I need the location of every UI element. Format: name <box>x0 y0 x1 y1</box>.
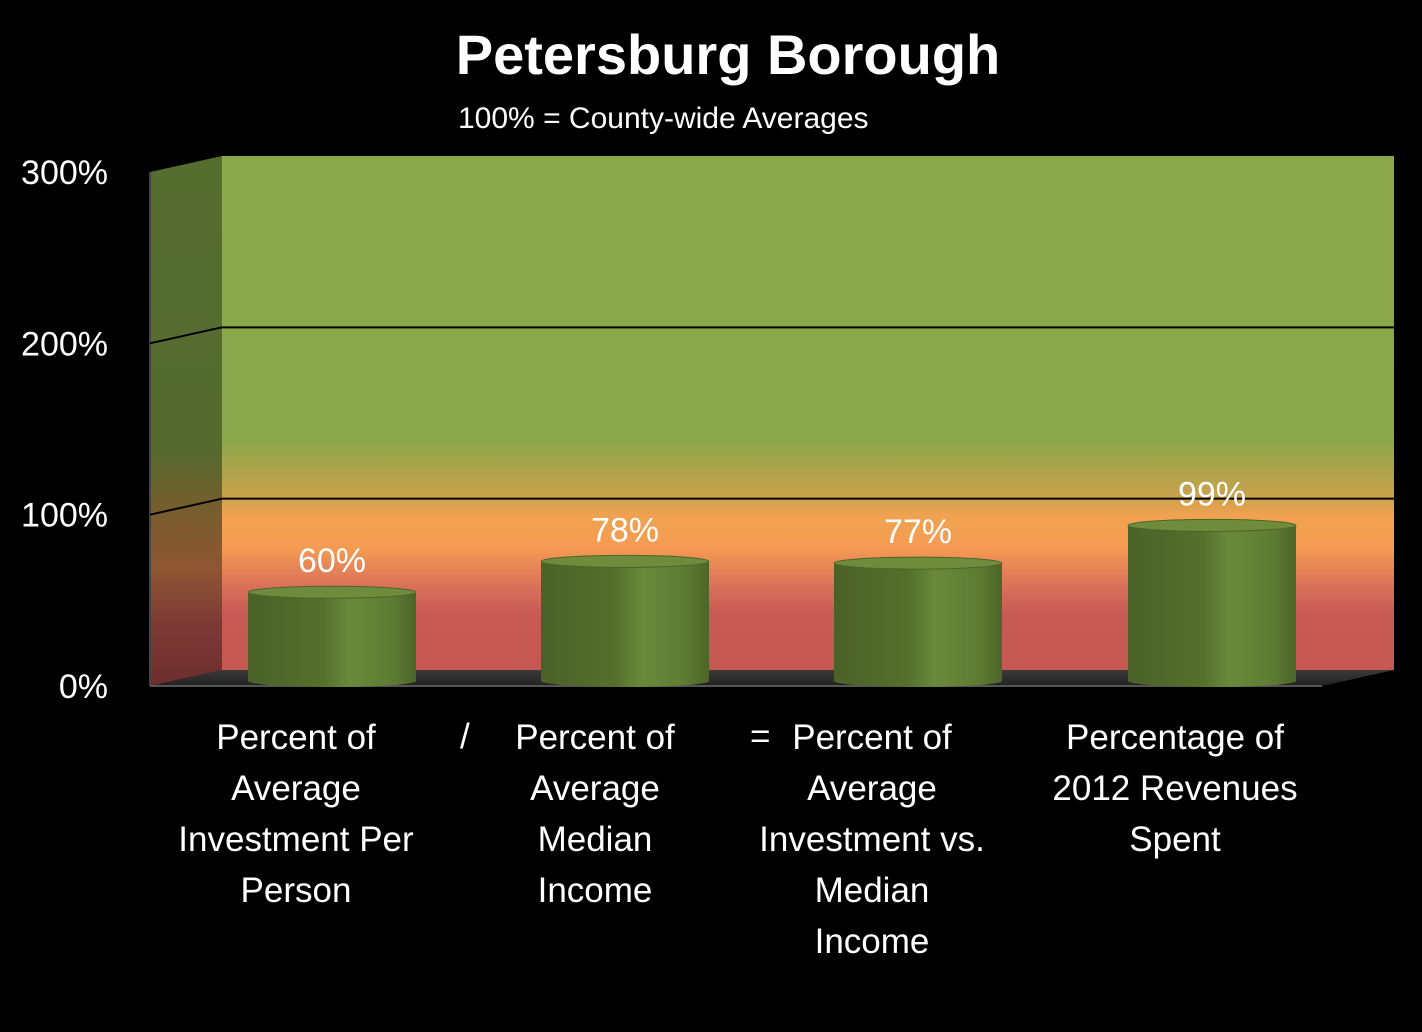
data-label: 77% <box>884 513 952 551</box>
bar <box>1127 518 1297 687</box>
y-tick-label: 100% <box>21 497 108 535</box>
bar-body <box>248 592 416 687</box>
bar-top <box>1127 518 1297 532</box>
data-label: 60% <box>298 542 366 580</box>
gridline-side <box>149 326 223 345</box>
bar-body <box>834 563 1002 687</box>
bar-top <box>833 556 1003 570</box>
x-tick-label: Percentage of 2012 Revenues Spent <box>1052 718 1298 859</box>
y-tick-label: 300% <box>21 154 108 192</box>
side-wall <box>150 156 222 686</box>
bar-top <box>540 554 710 568</box>
bar-top <box>247 585 417 599</box>
bar-body <box>541 561 709 687</box>
bar <box>833 556 1003 687</box>
y-tick-label: 0% <box>59 668 108 706</box>
x-tick-label: Percent of Average Investment vs. Median… <box>759 718 985 961</box>
y-tick-label: 200% <box>21 325 108 363</box>
bar-body <box>1128 525 1296 687</box>
data-label: 78% <box>591 511 659 549</box>
chart-title: Petersburg Borough <box>455 23 1001 86</box>
operator-symbol: = <box>750 717 771 756</box>
gridline-side <box>149 497 223 516</box>
bar <box>540 554 710 687</box>
x-tick-label: Percent of Average Median Income <box>515 718 675 910</box>
floor <box>150 670 1394 686</box>
x-tick-label: Percent of Average Investment Per Person <box>178 718 414 910</box>
bar <box>247 585 417 687</box>
chart-subtitle: 100% = County-wide Averages <box>458 102 869 135</box>
data-label: 99% <box>1178 475 1246 513</box>
operator-symbol: / <box>460 717 470 756</box>
